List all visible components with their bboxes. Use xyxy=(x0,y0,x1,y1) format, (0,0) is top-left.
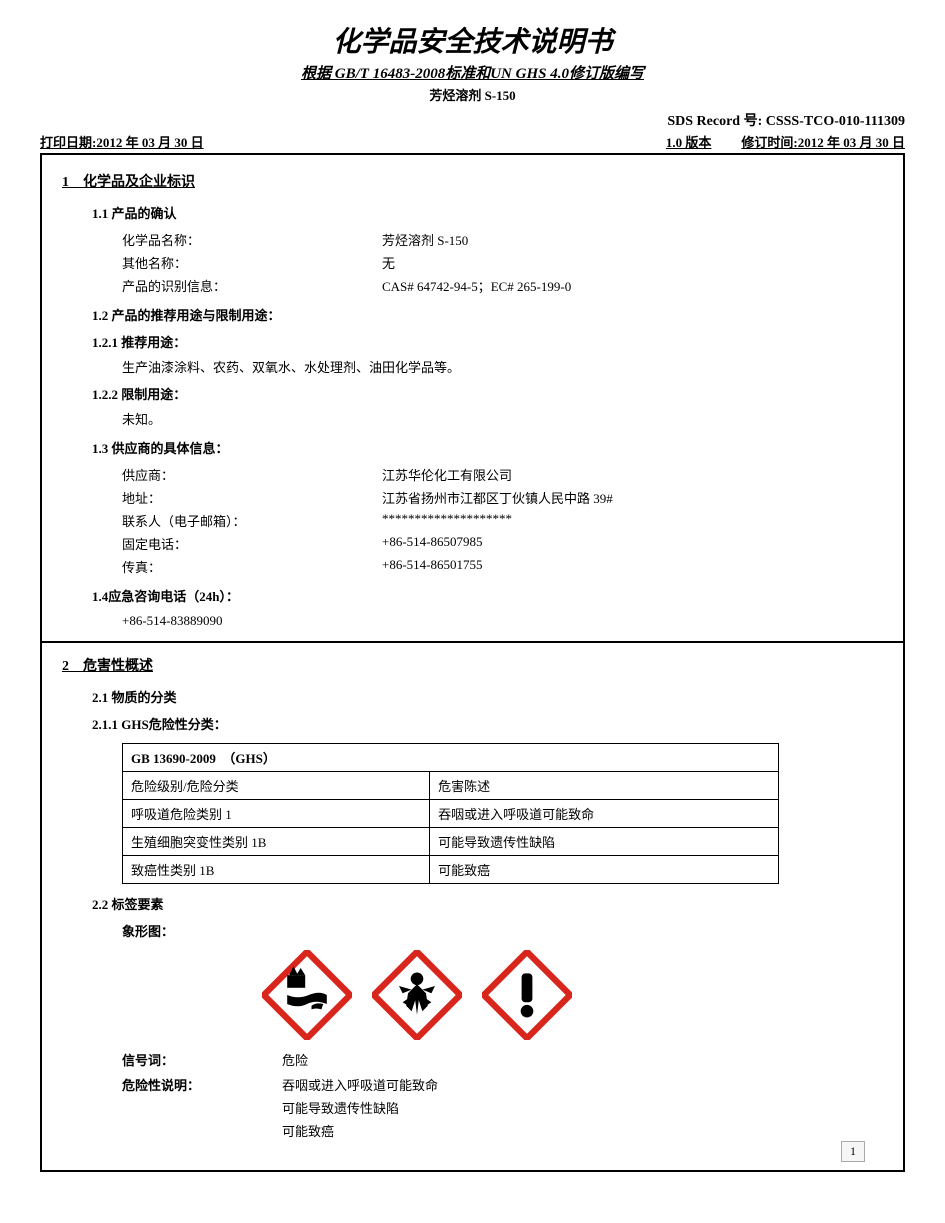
section-divider xyxy=(42,641,903,643)
table-cell: 可能导致遗传性缺陷 xyxy=(430,828,779,856)
table-cell: 可能致癌 xyxy=(430,856,779,884)
doc-subtitle: 根据 GB/T 16483-2008标准和UN GHS 4.0修订版编写 xyxy=(40,62,905,83)
table-cell: 致癌性类别 1B xyxy=(123,856,430,884)
section-2-heading: 2 危害性概述 xyxy=(62,655,883,675)
chem-name-value: 芳烃溶剂 S-150 xyxy=(382,230,883,249)
ghs-environment-icon xyxy=(262,950,352,1040)
section-1-heading: 1 化学品及企业标识 xyxy=(62,171,883,191)
table-row: GB 13690-2009 （GHS） xyxy=(123,744,779,772)
sds-record: SDS Record 号: CSSS-TCO-010-111309 xyxy=(40,110,905,130)
hazard-statement-row: 危险性说明： 吞咽或进入呼吸道可能致命 可能导致遗传性缺陷 可能致癌 xyxy=(122,1075,883,1144)
section-1-2-1: 1.2.1 推荐用途： xyxy=(92,332,883,351)
table-cell: 危险级别/危险分类 xyxy=(123,772,430,800)
hazard-line: 可能致癌 xyxy=(282,1121,883,1140)
id-info-value: CAS# 64742-94-5；EC# 265-199-0 xyxy=(382,276,883,295)
section-1-2-2: 1.2.2 限制用途： xyxy=(92,384,883,403)
table-row: 呼吸道危险类别 1 吞咽或进入呼吸道可能致命 xyxy=(123,800,779,828)
ghs-exclamation-icon xyxy=(482,950,572,1040)
pictogram-row xyxy=(262,950,883,1040)
other-name-value: 无 xyxy=(382,253,883,272)
meta-row: 打印日期:2012 年 03 月 30 日 1.0 版本 修订时间:2012 年… xyxy=(40,132,905,155)
chem-name-label: 化学品名称： xyxy=(122,230,382,249)
print-date: 打印日期:2012 年 03 月 30 日 xyxy=(40,132,204,151)
supplier-row: 供应商： 江苏华伦化工有限公司 xyxy=(122,465,883,484)
other-name-row: 其他名称： 无 xyxy=(122,253,883,272)
supplier-label: 供应商： xyxy=(122,465,382,484)
recommended-use: 生产油漆涂料、农药、双氧水、水处理剂、油田化学品等。 xyxy=(122,357,883,376)
page-number: 1 xyxy=(841,1141,865,1162)
signal-word-row: 信号词： 危险 xyxy=(122,1050,883,1069)
hazard-statement-values: 吞咽或进入呼吸道可能致命 可能导致遗传性缺陷 可能致癌 xyxy=(282,1075,883,1144)
supplier-value: 江苏华伦化工有限公司 xyxy=(382,465,883,484)
ghs-classification-table: GB 13690-2009 （GHS） 危险级别/危险分类 危害陈述 呼吸道危险… xyxy=(122,743,779,884)
doc-title: 化学品安全技术说明书 xyxy=(40,20,905,60)
table-cell: 吞咽或进入呼吸道可能致命 xyxy=(430,800,779,828)
ghs-health-hazard-icon xyxy=(372,950,462,1040)
pictogram-label-row: 象形图： xyxy=(122,921,883,940)
table-row: 生殖细胞突变性类别 1B 可能导致遗传性缺陷 xyxy=(123,828,779,856)
tel-row: 固定电话： +86-514-86507985 xyxy=(122,534,883,553)
signal-word-value: 危险 xyxy=(282,1050,883,1069)
fax-value: +86-514-86501755 xyxy=(382,557,883,576)
address-row: 地址： 江苏省扬州市江都区丁伙镇人民中路 39# xyxy=(122,488,883,507)
fax-label: 传真： xyxy=(122,557,382,576)
section-1-3: 1.3 供应商的具体信息： xyxy=(92,438,883,457)
address-label: 地址： xyxy=(122,488,382,507)
version: 1.0 版本 xyxy=(666,132,712,151)
contact-label: 联系人（电子邮箱）： xyxy=(122,511,382,530)
id-info-row: 产品的识别信息： CAS# 64742-94-5；EC# 265-199-0 xyxy=(122,276,883,295)
other-name-label: 其他名称： xyxy=(122,253,382,272)
section-1-1: 1.1 产品的确认 xyxy=(92,203,883,222)
main-content-box: 1 化学品及企业标识 1.1 产品的确认 化学品名称： 芳烃溶剂 S-150 其… xyxy=(40,155,905,1172)
fax-row: 传真： +86-514-86501755 xyxy=(122,557,883,576)
section-1-4: 1.4应急咨询电话（24h）： xyxy=(92,586,883,605)
hazard-line: 可能导致遗传性缺陷 xyxy=(282,1098,883,1117)
address-value: 江苏省扬州市江都区丁伙镇人民中路 39# xyxy=(382,488,883,507)
hazard-line: 吞咽或进入呼吸道可能致命 xyxy=(282,1075,883,1094)
table-row: 危险级别/危险分类 危害陈述 xyxy=(123,772,779,800)
section-1-2: 1.2 产品的推荐用途与限制用途： xyxy=(92,305,883,324)
contact-row: 联系人（电子邮箱）： ******************** xyxy=(122,511,883,530)
contact-value: ******************** xyxy=(382,511,883,530)
rev-date: 修订时间:2012 年 03 月 30 日 xyxy=(741,132,905,151)
section-2-1: 2.1 物质的分类 xyxy=(92,687,883,706)
sds-record-value: CSSS-TCO-010-111309 xyxy=(766,114,905,129)
tel-label: 固定电话： xyxy=(122,534,382,553)
table-header: GB 13690-2009 （GHS） xyxy=(123,744,779,772)
signal-word-label: 信号词： xyxy=(122,1050,282,1069)
section-2-2: 2.2 标签要素 xyxy=(92,894,883,913)
chem-name-row: 化学品名称： 芳烃溶剂 S-150 xyxy=(122,230,883,249)
doc-product: 芳烃溶剂 S-150 xyxy=(40,85,905,104)
hazard-statement-label: 危险性说明： xyxy=(122,1075,282,1144)
limited-use: 未知。 xyxy=(122,409,883,428)
table-cell: 危害陈述 xyxy=(430,772,779,800)
table-cell: 生殖细胞突变性类别 1B xyxy=(123,828,430,856)
sds-record-label: SDS Record 号: xyxy=(667,114,762,129)
pictogram-label: 象形图： xyxy=(122,921,282,940)
section-2-1-1: 2.1.1 GHS危险性分类： xyxy=(92,714,883,733)
table-row: 致癌性类别 1B 可能致癌 xyxy=(123,856,779,884)
emergency-tel: +86-514-83889090 xyxy=(122,613,883,629)
tel-value: +86-514-86507985 xyxy=(382,534,883,553)
table-cell: 呼吸道危险类别 1 xyxy=(123,800,430,828)
id-info-label: 产品的识别信息： xyxy=(122,276,382,295)
